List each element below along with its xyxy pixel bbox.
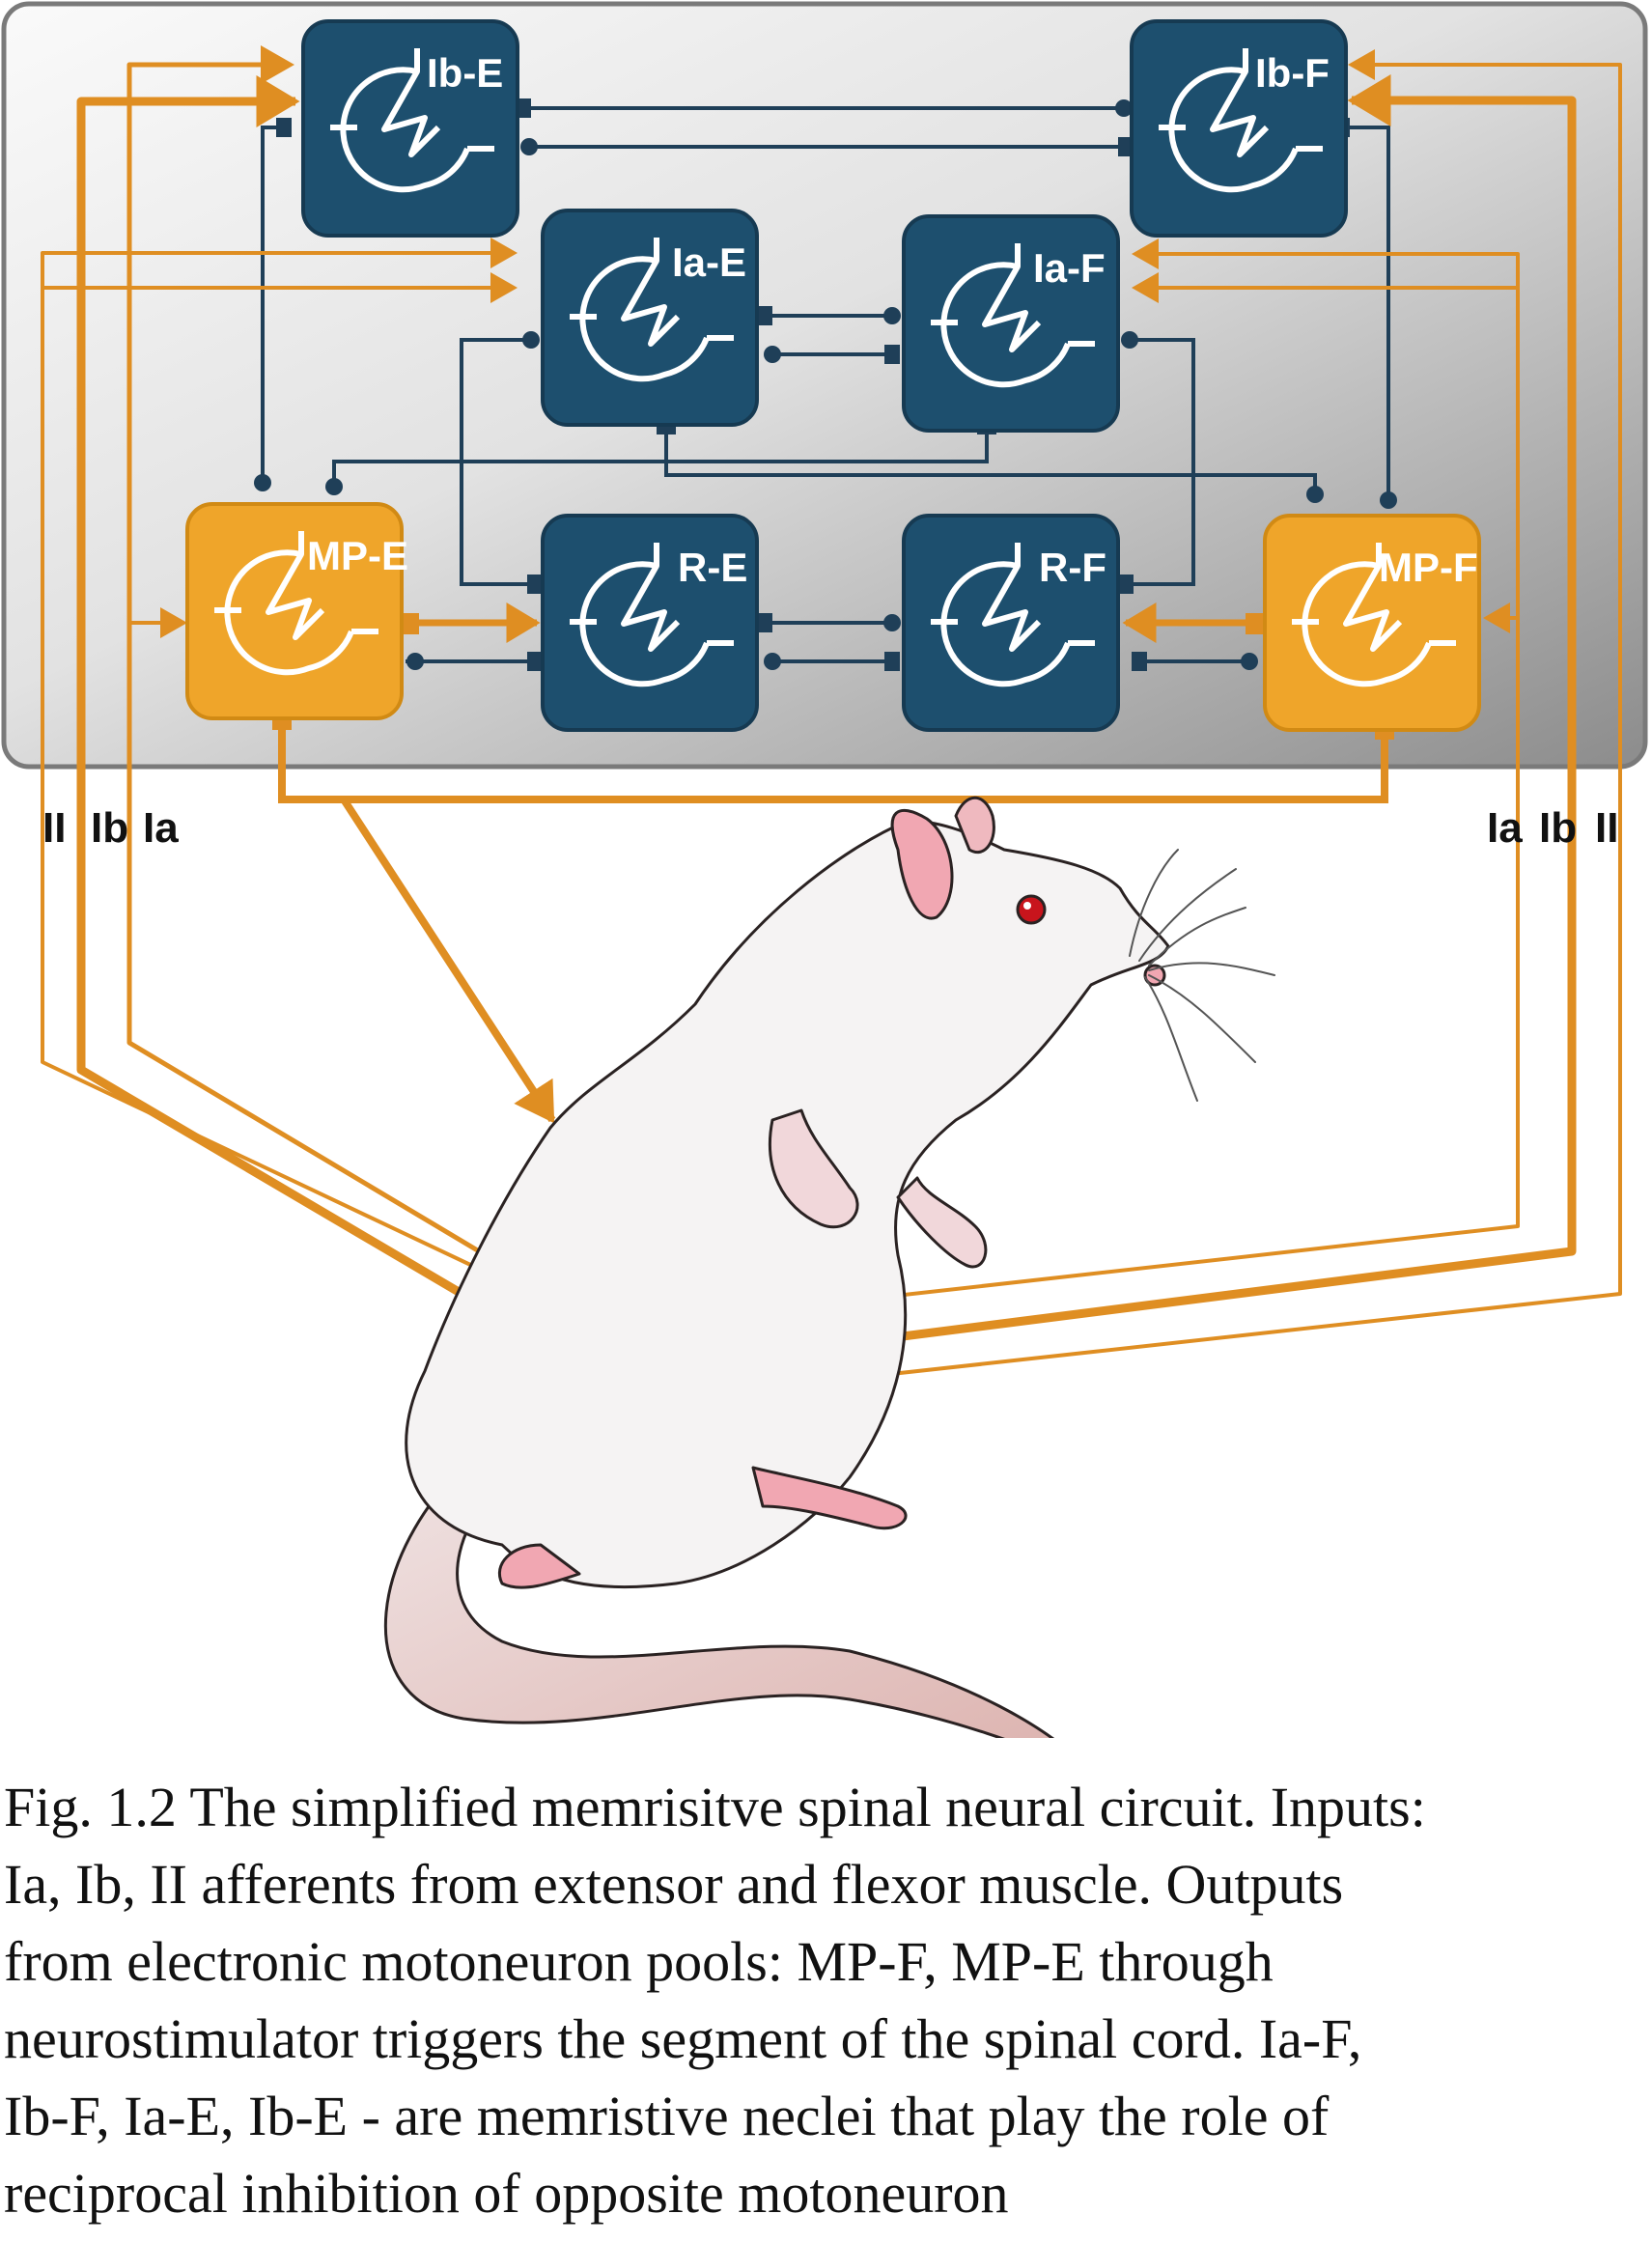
node-label: R-E <box>678 545 747 590</box>
node-label: MP-E <box>307 533 408 578</box>
neuron-box <box>541 514 759 732</box>
neuron-symbol-icon <box>1292 543 1456 687</box>
neuron-symbol-icon <box>330 48 494 193</box>
afferent-Ia-left <box>126 45 552 1297</box>
spinal-circuit-figure: Ib-E Ib-F Ia-E Ia-F <box>1 1 1648 1738</box>
motor-output-lines <box>278 603 1388 1124</box>
afferent-labels-right: Ia Ib II <box>1487 804 1618 852</box>
afferent-labels-left: II Ib Ia <box>42 804 179 852</box>
neurostimulator-arrow <box>340 797 556 1124</box>
rat-tail <box>383 1446 1054 1738</box>
node-mp-e: MP-E <box>185 502 408 720</box>
node-ia-e: Ia-E <box>541 209 759 427</box>
caption-line: reciprocal inhibition of opposite motone… <box>4 2162 1009 2225</box>
caption-line: neurostimulator triggers the segment of … <box>4 2007 1362 2070</box>
node-ia-f: Ia-F <box>902 214 1120 433</box>
node-label: MP-F <box>1379 545 1478 590</box>
node-label: R-F <box>1039 545 1106 590</box>
caption-line: Fig. 1.2 The simplified memrisitve spina… <box>4 1776 1426 1838</box>
node-mp-f: MP-F <box>1263 514 1481 732</box>
neuron-symbol-icon <box>214 531 378 676</box>
neuron-symbol-icon <box>931 243 1095 388</box>
rat-body <box>405 819 1170 1589</box>
caption-line: from electronic motoneuron pools: MP-F, … <box>4 1930 1274 1993</box>
rat-ear-front <box>890 808 954 920</box>
afferent-Ib-left <box>76 75 544 1344</box>
neuron-box <box>541 209 759 427</box>
node-label: Ib-E <box>427 50 503 96</box>
caption-line: Ib-F, Ia-E, Ib-E - are memristive neclei… <box>4 2085 1330 2147</box>
neuron-symbol-icon <box>570 543 734 687</box>
node-label: Ia-E <box>672 239 746 285</box>
node-r-e: R-E <box>541 514 759 732</box>
rat-eye <box>1016 894 1047 925</box>
node-label: Ia-F <box>1033 245 1106 291</box>
rat-front-leg <box>768 1108 859 1229</box>
rat-hind-foot-2 <box>498 1543 581 1589</box>
afferent-label: II <box>42 804 66 852</box>
neuron-box <box>1263 514 1481 732</box>
neuron-box <box>1130 19 1348 238</box>
rat-ear-back <box>954 796 995 854</box>
neuron-box <box>902 514 1120 732</box>
afferent-label: II <box>1595 804 1618 852</box>
rat-hind-foot <box>751 1466 908 1530</box>
node-label: Ib-F <box>1255 50 1330 96</box>
afferent-lines <box>41 45 1622 1398</box>
node-ib-f: Ib-F <box>1130 19 1348 238</box>
rat-illustration <box>383 796 1275 1738</box>
node-r-f: R-F <box>902 514 1120 732</box>
afferent-II-left <box>41 238 557 1307</box>
afferent-Ia-right <box>686 238 1520 1321</box>
node-ib-e: Ib-E <box>301 19 519 238</box>
neuron-box <box>902 214 1120 433</box>
neuron-symbol-icon <box>931 543 1095 687</box>
rat-front-leg-2 <box>896 1176 988 1269</box>
afferent-II-right <box>688 49 1622 1398</box>
neuron-box <box>185 502 404 720</box>
afferent-label: Ib <box>91 804 128 852</box>
afferent-label: Ia <box>1487 804 1523 852</box>
figure-caption: Fig. 1.2 The simplified memrisitve spina… <box>4 1769 1645 2232</box>
afferent-label: Ib <box>1539 804 1577 852</box>
neuron-box <box>301 19 519 238</box>
afferent-Ib-right <box>688 74 1577 1368</box>
afferent-label: Ia <box>143 804 179 852</box>
caption-line: Ia, Ib, II afferents from extensor and f… <box>4 1853 1344 1916</box>
neuron-symbol-icon <box>1159 48 1323 193</box>
rat-whiskers <box>1129 849 1275 1102</box>
neuron-symbol-icon <box>570 238 734 382</box>
